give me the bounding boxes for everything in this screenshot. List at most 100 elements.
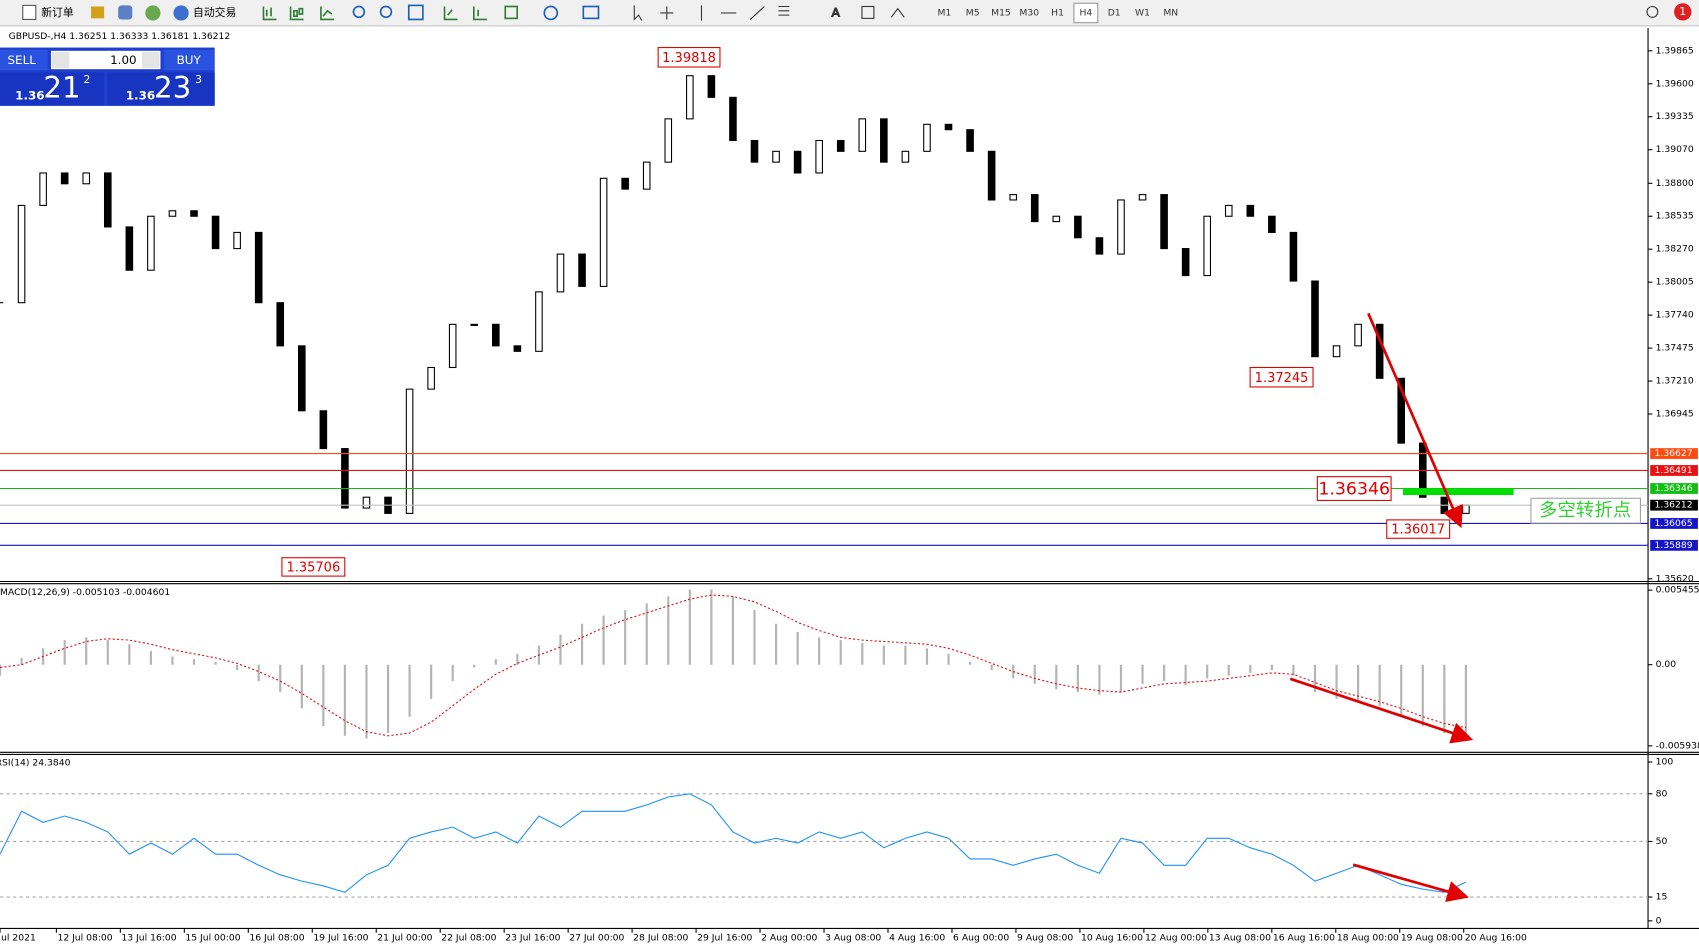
timeframe-button[interactable]: W1 (1135, 7, 1150, 18)
candle (729, 96, 737, 142)
price-level-label: 1.35889 (1655, 540, 1693, 551)
price-level-label: 1.36065 (1655, 518, 1693, 529)
candle (276, 302, 285, 347)
symbol-info: GBPUSD-,H4 1.36251 1.36333 1.36181 1.362… (9, 31, 231, 42)
candle (341, 448, 349, 509)
x-tick-label: 12 Aug 00:00 (1145, 933, 1207, 944)
timeframe-button[interactable]: H1 (1051, 7, 1064, 18)
timeframe-button[interactable]: M5 (966, 7, 980, 18)
candle (492, 323, 500, 347)
candle (254, 231, 263, 304)
auto-trading-icon[interactable] (173, 5, 189, 21)
candle (1375, 323, 1384, 379)
candle (233, 231, 241, 250)
timeframe-button[interactable]: M30 (1019, 7, 1039, 18)
bid-prefix: 1.36 (15, 89, 44, 103)
x-tick-label: 13 Aug 08:00 (1209, 933, 1271, 944)
signal-line (0, 594, 1466, 737)
timeframe-active (1073, 2, 1099, 24)
candle (211, 215, 220, 250)
price-label-box (281, 557, 346, 577)
y-tick-label: 1.35620 (1656, 573, 1694, 584)
ask-big: 23 (154, 71, 191, 105)
candle (923, 123, 931, 152)
lots-field[interactable] (50, 50, 161, 70)
candle (448, 323, 457, 369)
x-tick-label: 6 Aug 00:00 (953, 933, 1009, 944)
candle (578, 253, 586, 287)
icon[interactable] (145, 5, 161, 21)
support-bar (1403, 488, 1514, 496)
auto-trading-button[interactable]: 自动交易 (193, 5, 236, 19)
x-tick-label: 10 Aug 16:00 (1081, 933, 1143, 944)
candle (1311, 280, 1319, 358)
candle (1246, 204, 1255, 217)
candle (858, 118, 867, 152)
x-tick-label: 28 Jul 08:00 (633, 933, 688, 944)
y-tick-label: 0.00 (1656, 659, 1677, 670)
y-tick-label: 0 (1656, 915, 1662, 926)
sell-button[interactable] (0, 49, 48, 71)
buy-label: BUY (177, 53, 202, 67)
candle (815, 139, 823, 174)
y-tick-label: 1.36945 (1656, 409, 1694, 420)
timeframe-button[interactable]: H4 (1079, 7, 1092, 18)
y-tick-label: 1.38800 (1656, 178, 1694, 189)
alert-count: 1 (1679, 5, 1686, 18)
timeframe-button[interactable]: M1 (937, 7, 951, 18)
price-level-tag (1650, 539, 1698, 551)
macd-arrow (1289, 677, 1474, 744)
bid-box[interactable] (0, 72, 105, 105)
candle (1332, 345, 1341, 358)
buy-button[interactable] (163, 49, 214, 71)
bid-small: 2 (83, 73, 90, 86)
price-level-tag (1650, 518, 1698, 529)
timeframe-button[interactable]: D1 (1108, 7, 1121, 18)
toolbar-icons (262, 4, 600, 21)
price-label-box (657, 47, 721, 68)
new-order-icon[interactable] (22, 4, 37, 20)
icon[interactable] (91, 6, 105, 19)
alert-badge[interactable] (1674, 3, 1692, 21)
candle (362, 496, 371, 509)
candle (1268, 215, 1276, 233)
y-tick-label: 50 (1656, 836, 1668, 847)
candle (298, 345, 306, 412)
candle (513, 345, 522, 352)
x-tick-label: 21 Jul 00:00 (377, 933, 432, 944)
ask-prefix: 1.36 (126, 89, 155, 103)
y-tick-label: 1.37740 (1656, 310, 1694, 321)
candle (772, 150, 780, 163)
search-icon[interactable] (1646, 5, 1659, 18)
icon[interactable] (118, 5, 133, 20)
candle (1052, 215, 1061, 223)
x-tick-label: 4 Aug 16:00 (889, 933, 945, 944)
price-level-label: 1.36627 (1655, 448, 1693, 459)
price-level-label: 1.36212 (1655, 500, 1693, 511)
date-axis: ul 2021 12 Jul 08:00 13 Jul 16:00 15 Jul 00… (0, 928, 1527, 944)
x-tick-label: 9 Aug 08:00 (1017, 933, 1073, 944)
candle (103, 172, 112, 228)
timeframe-button[interactable]: M15 (991, 7, 1011, 18)
timeframe-button[interactable]: MN (1163, 7, 1178, 18)
new-order-button[interactable]: 新订单 (41, 5, 74, 19)
bid-big: 21 (43, 71, 80, 105)
toolbar (0, 0, 1699, 26)
price-label: 1.39818 (662, 51, 716, 66)
ask-box[interactable] (107, 72, 215, 105)
trend-arrow (1367, 312, 1463, 529)
x-tick-label: 12 Jul 08:00 (57, 933, 112, 944)
one-click-panel: SELL 1.00 BUY 1.36 21 2 1.36 23 3 (0, 47, 215, 106)
annotation: 多空转折点 (1539, 500, 1631, 521)
rsi-arrow (1352, 863, 1469, 903)
candle (1095, 237, 1104, 255)
candle (190, 210, 198, 217)
y-tick-label: 1.39865 (1656, 45, 1694, 56)
candle (836, 139, 845, 152)
candle (60, 172, 69, 185)
y-tick-label: 1.38270 (1656, 244, 1694, 255)
y-tick-label: 1.37475 (1656, 343, 1694, 354)
candle (880, 118, 888, 163)
pane-title: RSI(14) 24.3840 (0, 758, 71, 769)
